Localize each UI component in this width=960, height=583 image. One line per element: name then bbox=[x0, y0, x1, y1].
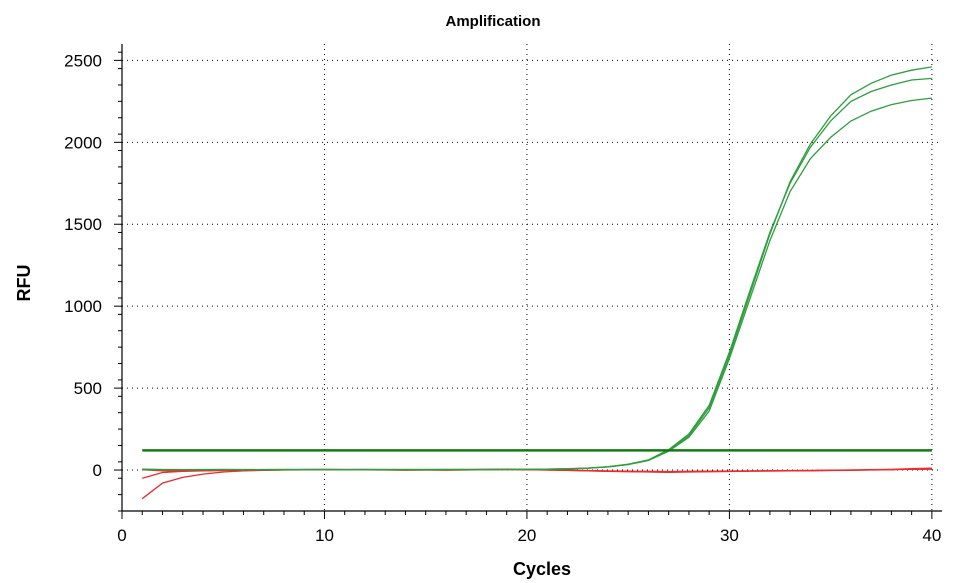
series-line-positive bbox=[142, 77, 932, 471]
x-tick-label: 30 bbox=[720, 526, 739, 545]
x-tick-label: 10 bbox=[315, 526, 334, 545]
y-axis-label: RFU bbox=[14, 265, 34, 302]
x-tick-label: 0 bbox=[117, 526, 126, 545]
series-line-positive bbox=[142, 97, 932, 471]
x-axis-label: Cycles bbox=[513, 559, 571, 579]
y-tick-label: 2000 bbox=[64, 133, 102, 152]
y-tick-label: 0 bbox=[93, 461, 102, 480]
y-tick-label: 1000 bbox=[64, 297, 102, 316]
axes: 0 10 20 30 40 0 500 1000 1500 2000 2500 bbox=[64, 44, 942, 545]
series-line-positive bbox=[142, 66, 933, 471]
plot-lines bbox=[141, 66, 933, 500]
series-line-negative bbox=[141, 467, 932, 500]
chart-title: Amplification bbox=[445, 13, 540, 30]
x-tick-label: 20 bbox=[517, 526, 536, 545]
y-tick-label: 500 bbox=[74, 379, 102, 398]
x-tick-label: 40 bbox=[922, 526, 941, 545]
grid-lines bbox=[122, 44, 942, 511]
y-tick-label: 2500 bbox=[64, 51, 102, 70]
y-tick-label: 1500 bbox=[64, 215, 102, 234]
